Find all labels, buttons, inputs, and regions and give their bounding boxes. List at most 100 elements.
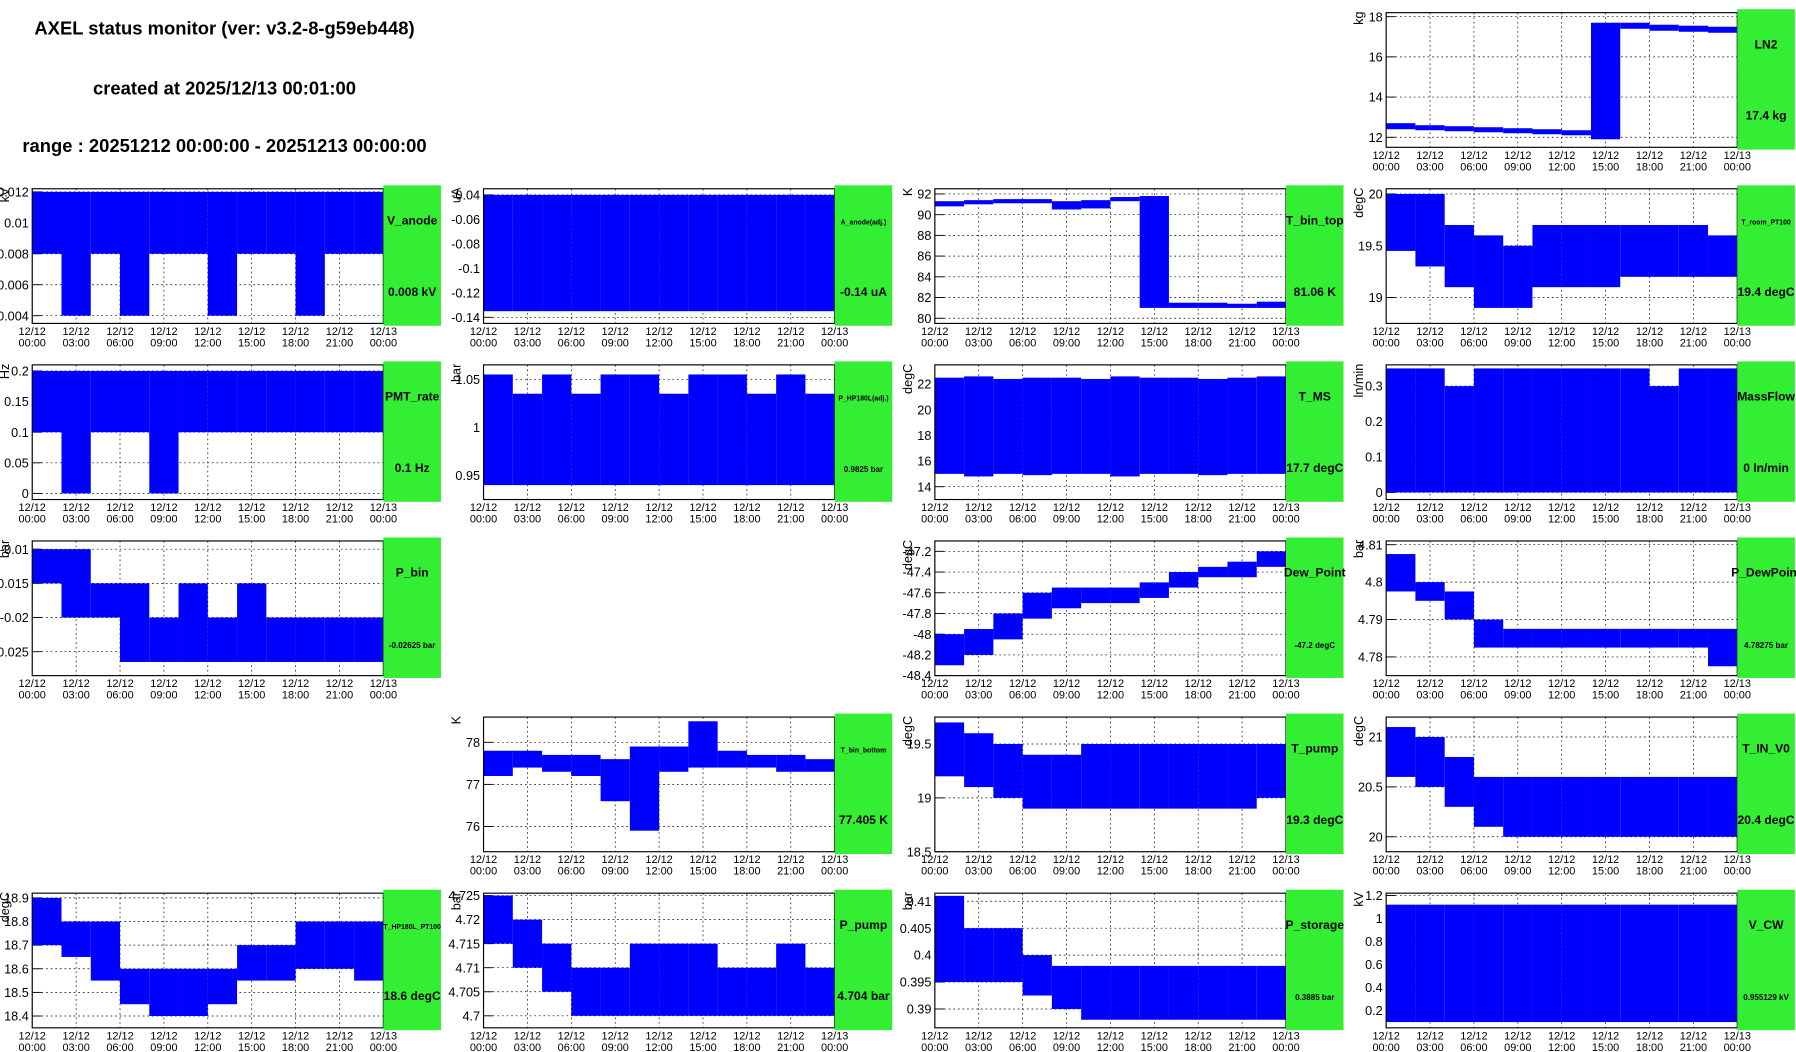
- x-tick-label: 12/12 09:00: [150, 502, 177, 526]
- x-tick-label: 12/12 09:00: [1504, 1030, 1531, 1052]
- range-band: [237, 191, 267, 254]
- x-tick-label: 12/12 15:00: [1592, 150, 1619, 174]
- channel-name: T_bin_top: [1286, 213, 1344, 227]
- x-tick-label: 12/12 18:00: [1636, 854, 1663, 878]
- range-band: [1708, 776, 1738, 837]
- y-tick-label: 0.4: [914, 949, 932, 963]
- range-band: [90, 921, 121, 981]
- range-band: [805, 393, 835, 486]
- x-tick-label: 12/12 09:00: [1504, 854, 1531, 878]
- x-tick-label: 12/12 00:00: [921, 502, 948, 526]
- range-band: [1708, 235, 1738, 277]
- y-tick-label: 0.2: [1365, 1004, 1383, 1018]
- range-band: [295, 191, 325, 316]
- range-band: [1649, 776, 1679, 837]
- range-band: [1620, 225, 1650, 277]
- range-band: [1386, 123, 1416, 130]
- range-band: [1561, 130, 1591, 136]
- y-tick-label: 4.715: [448, 937, 480, 951]
- channel-readout: 0.3885 bar: [1295, 993, 1335, 1002]
- range-band: [1227, 965, 1257, 1020]
- status-box: [383, 537, 441, 678]
- y-axis-unit: K: [901, 187, 915, 196]
- y-tick-label: 4.725: [448, 889, 480, 903]
- x-tick-label: 12/12 06:00: [106, 326, 133, 350]
- x-tick-label: 12/12 12:00: [194, 326, 221, 350]
- y-axis-unit: kV: [0, 187, 12, 202]
- x-tick-label: 12/12 00:00: [470, 326, 497, 350]
- channel-readout: 81.06 K: [1294, 285, 1337, 299]
- y-tick-label: 0.05: [4, 456, 29, 470]
- y-tick-label: 20.5: [1358, 780, 1383, 794]
- x-tick-label: 12/12 00:00: [921, 326, 948, 350]
- range-band: [1168, 572, 1199, 588]
- range-band: [1620, 628, 1650, 648]
- range-band: [1139, 377, 1169, 474]
- y-tick-label: 4.72: [455, 913, 480, 927]
- x-tick-label: 12/12 15:00: [238, 326, 265, 350]
- range-band: [354, 921, 384, 981]
- x-tick-label: 12/12 18:00: [1636, 678, 1663, 702]
- channel-readout: 0.008 kV: [388, 285, 436, 299]
- range-band: [1386, 727, 1416, 777]
- range-band: [120, 191, 150, 316]
- range-band: [237, 945, 267, 981]
- range-band: [688, 194, 718, 312]
- y-tick-label: 0.8: [1365, 935, 1383, 949]
- range-band: [266, 945, 296, 981]
- channel-readout: -47.2 degC: [1294, 641, 1335, 650]
- x-tick-label: 12/12 18:00: [733, 326, 760, 350]
- x-tick-label: 12/12 15:00: [689, 1030, 716, 1052]
- x-tick-label: 12/12 21:00: [1680, 326, 1707, 350]
- x-tick-label: 12/12 03:00: [514, 502, 541, 526]
- range-band: [1561, 628, 1591, 648]
- y-tick-label: -48.2: [903, 649, 932, 663]
- y-tick-label: -0.08: [451, 237, 480, 251]
- x-tick-label: 12/12 12:00: [194, 502, 221, 526]
- range-band: [717, 967, 747, 1016]
- x-tick-label: 12/12 12:00: [1097, 854, 1124, 878]
- range-band: [1473, 776, 1504, 827]
- x-tick-label: 12/12 09:00: [602, 1030, 629, 1052]
- y-tick-label: 0.008: [0, 247, 29, 261]
- y-tick-label: 0.004: [0, 309, 29, 323]
- range-band: [266, 370, 296, 433]
- y-tick-label: 19: [917, 791, 931, 805]
- range-band: [1590, 628, 1621, 648]
- range-band: [1649, 24, 1679, 31]
- x-tick-label: 12/13 00:00: [821, 502, 848, 526]
- y-axis-unit: bar: [901, 892, 915, 910]
- range-band: [1168, 377, 1199, 474]
- range-band: [776, 194, 806, 312]
- y-axis-unit: ln/min: [1352, 364, 1366, 398]
- panel: 12/12 00:00 12/12 03:00 12/12 06:00 12/12 09:00…: [901, 713, 1344, 878]
- range-band: [1444, 591, 1474, 620]
- y-tick-label: 18.4: [4, 1010, 29, 1024]
- range-band: [1081, 378, 1111, 474]
- x-tick-label: 12/12 15:00: [1592, 678, 1619, 702]
- y-tick-label: 18: [1369, 10, 1383, 24]
- x-tick-label: 12/12 09:00: [602, 502, 629, 526]
- x-tick-label: 12/12 12:00: [194, 678, 221, 702]
- y-tick-label: 0: [1376, 486, 1383, 500]
- range-band: [1081, 587, 1111, 604]
- y-tick-label: 0.2: [1365, 415, 1383, 429]
- y-tick-label: -0.04: [451, 188, 480, 202]
- x-tick-label: 12/12 18:00: [282, 678, 309, 702]
- range-band: [295, 370, 325, 433]
- y-tick-label: 82: [917, 291, 931, 305]
- channel-readout: -0.14 uA: [840, 285, 887, 299]
- x-tick-label: 12/12 15:00: [1141, 502, 1168, 526]
- channel-readout: 19.4 degC: [1738, 285, 1795, 299]
- range-band: [1198, 965, 1228, 1020]
- data-layer: [934, 895, 1286, 1020]
- range-band: [776, 374, 806, 486]
- x-tick-label: 12/12 12:00: [645, 1030, 672, 1052]
- y-tick-label: 0.012: [0, 185, 29, 199]
- range-band: [207, 191, 238, 316]
- x-tick-label: 12/12 15:00: [238, 678, 265, 702]
- channel-name: P_DewPoint: [1731, 566, 1796, 580]
- y-axis-unit: bar: [450, 364, 464, 382]
- status-box: [1737, 537, 1795, 678]
- y-tick-label: -0.1: [458, 262, 480, 276]
